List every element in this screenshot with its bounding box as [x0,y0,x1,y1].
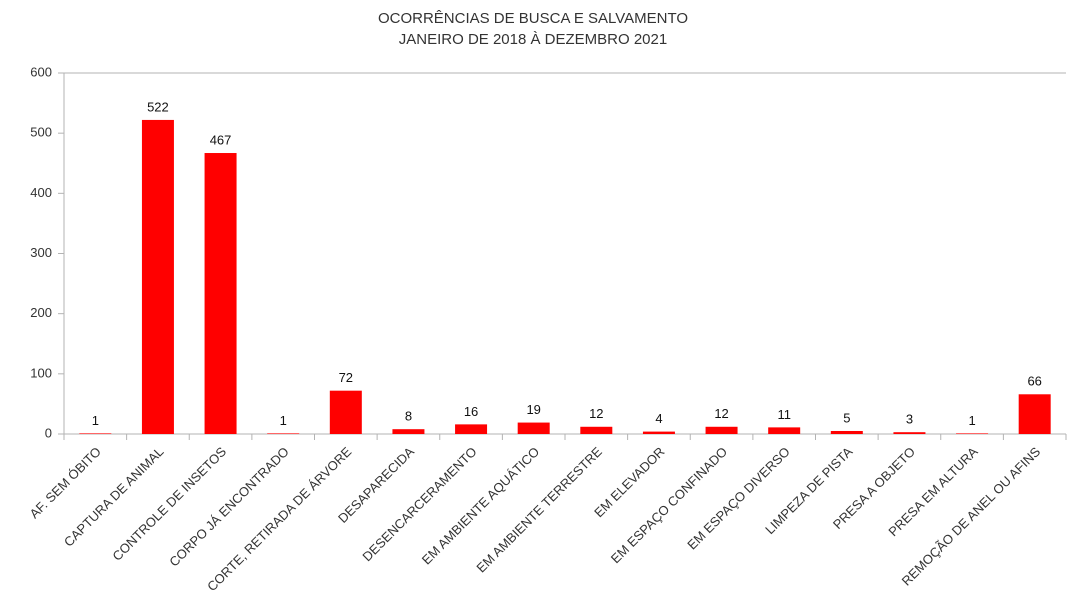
x-tick-label: DESENCARCERAMENTO [359,444,479,564]
data-label: 5 [843,410,850,425]
bar [768,427,801,434]
bar [329,390,362,434]
y-tick-label: 300 [30,245,52,260]
y-tick-label: 200 [30,305,52,320]
y-tick-label: 600 [30,64,52,79]
bar [1018,394,1051,434]
x-tick-label: CORPO JÁ ENCONTRADO [166,444,292,570]
bar [580,426,613,434]
data-label: 1 [280,413,287,428]
bar [455,424,488,434]
bar [705,426,738,434]
data-label: 4 [655,411,662,426]
data-label: 8 [405,409,412,424]
x-tick-label: EM AMBIENTE TERRESTRE [473,444,605,576]
data-label: 1 [92,413,99,428]
data-label: 19 [526,402,540,417]
x-tick-label: REMOÇÃO DE ANEL OU AFINS [899,444,1044,589]
x-tick-label: EM AMBIENTE AQUÁTICO [419,444,542,567]
data-label: 467 [210,132,232,147]
data-label: 72 [339,370,353,385]
x-tick-label: CONTROLE DE INSETOS [109,444,229,564]
data-label: 66 [1027,374,1041,389]
data-label: 16 [464,404,478,419]
bar [267,433,300,434]
y-tick-label: 400 [30,185,52,200]
y-tick-label: 500 [30,125,52,140]
bar [830,430,863,434]
data-label: 3 [906,412,913,427]
bar [642,431,675,434]
data-label: 11 [777,407,791,422]
bar [392,429,425,434]
data-label: 12 [714,406,728,421]
data-label: 522 [147,99,169,114]
bar [893,432,926,434]
bar [141,119,174,435]
chart-subtitle: JANEIRO DE 2018 À DEZEMBRO 2021 [399,31,667,48]
x-tick-label: EM ESPAÇO DIVERSO [684,444,793,553]
y-tick-label: 100 [30,365,52,380]
bar [204,153,237,434]
chart-title: OCORRÊNCIAS DE BUSCA E SALVAMENTO [378,10,688,27]
bar [517,422,550,434]
data-label: 1 [968,413,975,428]
bar [79,433,112,434]
x-tick-label: EM ESPAÇO CONFINADO [608,444,730,566]
data-label: 12 [589,406,603,421]
bar [956,433,989,434]
y-tick-label: 0 [45,425,52,440]
